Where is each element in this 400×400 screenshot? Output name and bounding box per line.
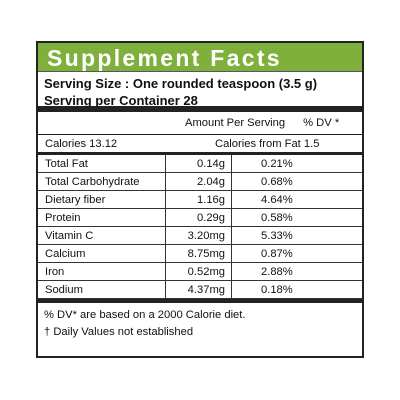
nutrient-amount: 2.04g (165, 172, 232, 191)
nutrient-dv: 0.87% (231, 244, 362, 263)
nutrient-amount: 0.14g (165, 155, 232, 173)
nutrient-dv: 0.68% (231, 172, 362, 191)
calories-from-fat-text: Calories from Fat 1.5 (215, 137, 320, 150)
nutrient-amount: 1.16g (165, 190, 232, 209)
calories-row: Calories 13.12 Calories from Fat 1.5 (38, 135, 362, 155)
calories-text: Calories 13.12 (45, 137, 118, 150)
footnote-dagger: † Daily Values not established (44, 326, 194, 338)
nutrient-dv: 4.64% (231, 190, 362, 209)
dv-label: % DV * (303, 117, 340, 129)
panel-title: Supplement Facts (38, 43, 362, 72)
footnote-dv: % DV* are based on a 2000 Calorie diet. (44, 309, 246, 321)
nutrient-row: Vitamin C 3.20mg 5.33% (38, 226, 362, 245)
nutrient-amount: 8.75mg (165, 244, 232, 263)
nutrient-dv: 0.21% (231, 155, 362, 173)
serving-info: Serving Size : One rounded teaspoon (3.5… (38, 72, 362, 112)
nutrient-name: Dietary fiber (38, 190, 166, 209)
nutrient-amount: 0.52mg (165, 262, 232, 281)
nutrient-row: Protein 0.29g 0.58% (38, 208, 362, 227)
nutrient-dv: 0.18% (231, 280, 362, 299)
nutrient-name: Vitamin C (38, 226, 166, 245)
supplement-facts-panel: Supplement Facts Serving Size : One roun… (36, 41, 364, 358)
nutrient-amount: 4.37mg (165, 280, 232, 299)
amount-per-serving-label: Amount Per Serving (185, 117, 286, 129)
footnotes: % DV* are based on a 2000 Calorie diet. … (38, 299, 362, 341)
nutrient-row: Calcium 8.75mg 0.87% (38, 244, 362, 263)
nutrient-name: Total Fat (38, 155, 166, 173)
serving-size: Serving Size : One rounded teaspoon (3.5… (44, 76, 318, 91)
nutrient-row: Sodium 4.37mg 0.18% (38, 280, 362, 299)
amount-header-row: Amount Per Serving % DV * (38, 112, 362, 135)
nutrient-name: Iron (38, 262, 166, 281)
nutrient-name: Total Carbohydrate (38, 172, 166, 191)
nutrient-dv: 0.58% (231, 208, 362, 227)
nutrient-dv: 2.88% (231, 262, 362, 281)
nutrient-name: Sodium (38, 280, 166, 299)
servings-per-container: Serving per Container 28 (44, 93, 198, 108)
nutrient-row: Total Fat 0.14g 0.21% (38, 155, 362, 173)
nutrient-table: Total Fat 0.14g 0.21% Total Carbohydrate 2.0… (38, 155, 362, 299)
nutrient-row: Total Carbohydrate 2.04g 0.68% (38, 172, 362, 191)
nutrient-name: Calcium (38, 244, 166, 263)
nutrient-row: Dietary fiber 1.16g 4.64% (38, 190, 362, 209)
nutrient-amount: 3.20mg (165, 226, 232, 245)
nutrient-amount: 0.29g (165, 208, 232, 227)
nutrient-dv: 5.33% (231, 226, 362, 245)
nutrient-name: Protein (38, 208, 166, 227)
nutrient-row: Iron 0.52mg 2.88% (38, 262, 362, 281)
